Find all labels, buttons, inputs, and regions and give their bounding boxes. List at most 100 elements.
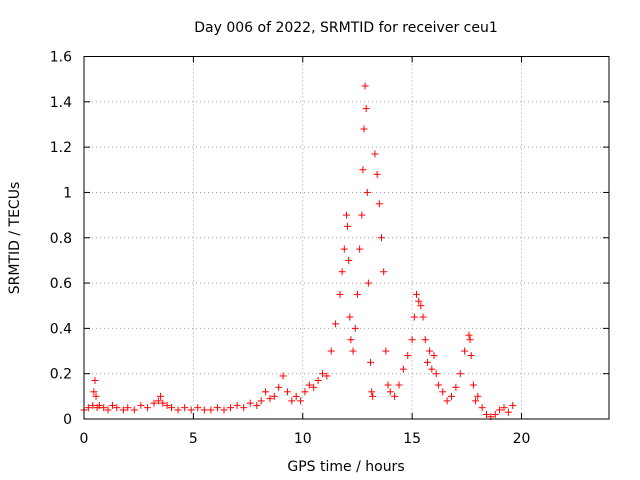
data-point — [163, 401, 171, 409]
data-point — [343, 211, 350, 219]
data-point — [509, 401, 517, 409]
data-point — [344, 222, 352, 230]
data-point — [496, 406, 504, 414]
data-point — [474, 392, 482, 400]
data-point — [448, 392, 455, 400]
data-point — [421, 336, 429, 344]
data-point — [408, 336, 416, 344]
axis-ticks: 0 0.2 0.4 0.6 0.8 1 1.2 1.4 1.6 0 5 10 15 20 — [50, 50, 609, 447]
data-point — [361, 82, 369, 90]
data-point — [150, 399, 158, 407]
data-point — [181, 404, 189, 412]
x-axis-label: GPS time / hours — [287, 459, 404, 475]
y-tick-label: 0.4 — [50, 321, 72, 337]
data-point — [439, 388, 447, 396]
data-point — [373, 170, 381, 178]
data-point — [100, 404, 108, 412]
data-point — [345, 256, 353, 264]
data-point — [213, 404, 221, 412]
y-tick-label: 0.6 — [50, 276, 72, 292]
data-point — [340, 245, 348, 253]
data-point — [233, 401, 241, 409]
data-point — [363, 188, 371, 196]
data-point — [220, 406, 228, 414]
data-point — [318, 370, 326, 378]
data-point — [262, 388, 270, 396]
data-point — [483, 410, 490, 418]
data-point — [410, 313, 418, 321]
data-point — [113, 404, 121, 412]
data-point — [95, 401, 103, 409]
data-point — [491, 410, 499, 418]
data-point — [89, 401, 97, 409]
data-point — [84, 404, 92, 412]
data-point — [461, 347, 469, 355]
data-point — [356, 245, 364, 253]
y-tick-label: 1 — [63, 185, 72, 201]
data-point — [434, 381, 442, 389]
data-point — [332, 320, 340, 328]
data-point — [443, 397, 451, 405]
data-point — [353, 290, 361, 298]
data-point — [187, 406, 195, 414]
data-point — [310, 383, 318, 391]
data-point — [452, 383, 460, 391]
data-point — [399, 365, 407, 373]
x-tick-label: 20 — [513, 431, 531, 447]
data-point — [382, 347, 390, 355]
data-point — [358, 211, 366, 219]
x-tick-label: 15 — [403, 431, 421, 447]
y-tick-label: 0.8 — [50, 231, 72, 247]
data-point — [368, 388, 376, 396]
data-point — [430, 352, 438, 360]
data-point — [301, 388, 309, 396]
data-point — [279, 372, 287, 380]
data-point — [130, 406, 138, 414]
y-tick-label: 0 — [63, 412, 72, 428]
data-point — [288, 397, 296, 405]
grid-layer — [84, 56, 609, 419]
data-point — [432, 370, 440, 378]
data-point — [91, 376, 99, 384]
data-point — [338, 268, 346, 276]
data-point — [283, 388, 291, 396]
data-point — [423, 358, 431, 366]
data-point — [104, 406, 112, 414]
data-point — [207, 406, 215, 414]
data-point — [375, 200, 383, 208]
data-point — [346, 313, 354, 321]
data-point — [500, 404, 508, 412]
data-point — [428, 365, 436, 373]
data-point — [119, 406, 127, 414]
data-point — [266, 395, 274, 403]
data-point — [472, 397, 480, 405]
data-point — [364, 279, 372, 287]
chart-title: Day 006 of 2022, SRMTID for receiver ceu… — [194, 20, 498, 36]
data-point — [386, 388, 394, 396]
data-point — [504, 408, 512, 416]
data-point — [465, 331, 473, 339]
data-point — [415, 297, 423, 305]
data-point — [404, 352, 412, 360]
y-tick-label: 1.6 — [50, 50, 72, 66]
y-tick-label: 0.2 — [50, 367, 72, 383]
data-point — [292, 392, 300, 400]
data-point — [391, 392, 399, 400]
data-point — [108, 401, 116, 409]
data-point — [395, 381, 403, 389]
data-point — [426, 347, 434, 355]
data-point — [456, 370, 464, 378]
data-point — [174, 406, 182, 414]
data-point — [367, 358, 375, 366]
data-point — [323, 372, 331, 380]
data-point — [168, 404, 175, 412]
data-point — [378, 234, 385, 242]
data-point — [90, 388, 98, 396]
data-point — [466, 336, 474, 344]
data-point — [253, 401, 261, 409]
data-point — [246, 399, 254, 407]
data-point — [157, 392, 165, 400]
data-points — [80, 82, 517, 421]
